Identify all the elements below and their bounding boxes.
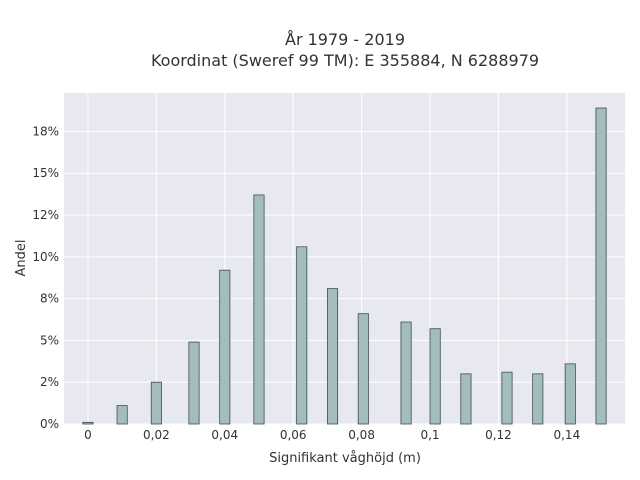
- bar: [188, 341, 200, 425]
- bar: [400, 321, 412, 425]
- y-axis-label: Andel: [14, 240, 29, 277]
- bar: [501, 371, 513, 425]
- x-axis-ticks: 0 0,02 0,04 0,06 0,08 0,1 0,12 0,14: [84, 428, 580, 442]
- x-tick-label: 0,02: [143, 428, 170, 442]
- bar: [595, 107, 607, 425]
- chart-title: År 1979 - 2019: [285, 30, 405, 49]
- bar: [429, 328, 441, 425]
- x-tick-label: 0,08: [348, 428, 375, 442]
- bar: [326, 288, 339, 425]
- bar: [564, 363, 576, 425]
- bar: [219, 269, 231, 425]
- bar: [460, 373, 472, 425]
- bar: [296, 246, 308, 425]
- bar: [82, 421, 94, 425]
- y-tick-label: 12%: [32, 208, 59, 222]
- y-tick-label: 15%: [32, 166, 59, 180]
- y-tick-label: 18%: [32, 124, 59, 138]
- y-tick-label: 0%: [40, 417, 59, 431]
- chart-subtitle: Koordinat (Sweref 99 TM): E 355884, N 62…: [151, 51, 539, 70]
- x-tick-label: 0,14: [553, 428, 580, 442]
- y-tick-label: 10%: [32, 250, 59, 264]
- x-axis-label: Signifikant våghöjd (m): [269, 451, 421, 466]
- x-tick-label: 0,06: [280, 428, 307, 442]
- bar: [532, 373, 544, 425]
- bar: [357, 313, 369, 425]
- x-tick-label: 0: [84, 428, 92, 442]
- y-tick-label: 5%: [40, 333, 59, 347]
- plot-area: [64, 93, 625, 424]
- bar: [116, 405, 128, 425]
- y-axis-ticks: 0% 2% 5% 8% 10% 12% 15% 18%: [32, 124, 59, 431]
- x-tick-label: 0,1: [420, 428, 439, 442]
- bars: [82, 107, 607, 425]
- y-tick-label: 8%: [40, 292, 59, 306]
- y-tick-label: 2%: [40, 375, 59, 389]
- bar: [150, 381, 162, 425]
- x-tick-label: 0,12: [485, 428, 512, 442]
- bar: [253, 194, 265, 425]
- x-tick-label: 0,04: [211, 428, 238, 442]
